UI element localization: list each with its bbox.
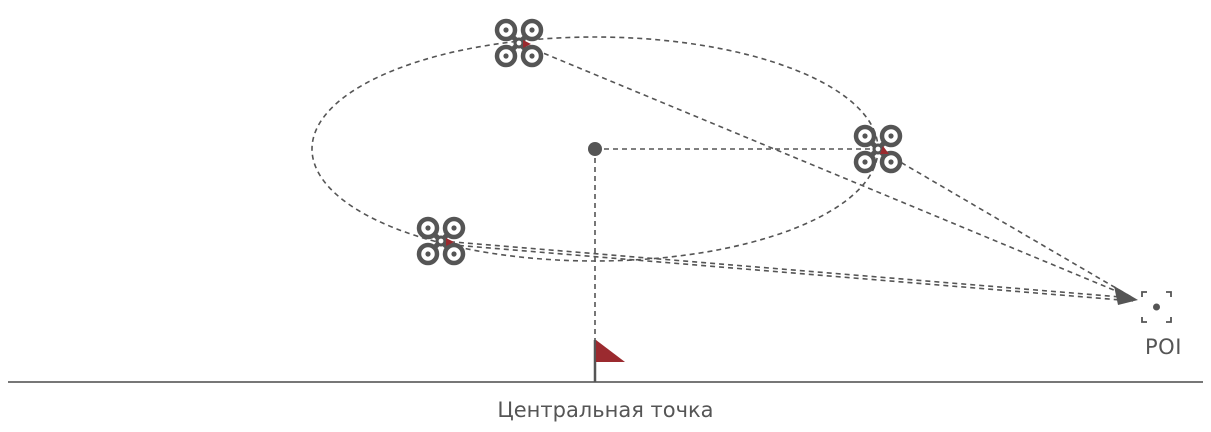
arrowhead-icon [1114, 286, 1138, 305]
poi-target-icon [1141, 291, 1172, 323]
poi-label: POI [1145, 335, 1182, 359]
sight-line-top [518, 42, 1134, 299]
sight-line-left-upper [440, 240, 1134, 299]
drone-right-icon [856, 127, 900, 171]
center-point-label: Центральная точка [497, 398, 714, 422]
flag-icon [593, 340, 625, 382]
drone-left-heading-mark [446, 238, 454, 246]
sight-line-right [877, 148, 1134, 299]
drone-top-heading-mark [523, 40, 531, 48]
drone-left-icon [419, 219, 463, 263]
drone-right-heading-mark [880, 146, 889, 154]
center-dot-icon [588, 142, 602, 156]
sight-line-left-lower [440, 243, 1134, 302]
